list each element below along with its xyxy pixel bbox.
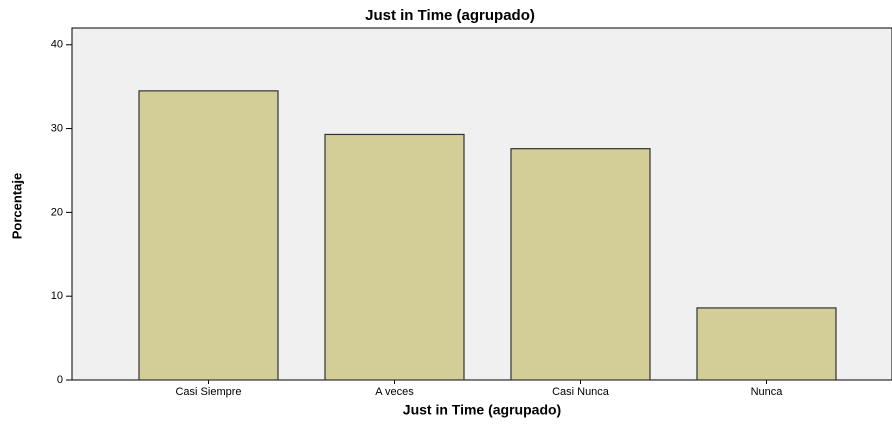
x-tick-label: A veces: [375, 386, 414, 398]
chart-title: Just in Time (agrupado): [365, 7, 535, 24]
x-tick-label: Nunca: [751, 386, 784, 398]
y-axis-label: Porcentaje: [9, 173, 24, 239]
x-axis-label: Just in Time (agrupado): [403, 402, 561, 418]
y-tick-label: 30: [51, 122, 63, 134]
bar: [696, 307, 837, 381]
y-tick-label: 0: [57, 374, 63, 386]
bar: [510, 148, 651, 381]
x-tick-label: Casi Nunca: [552, 386, 610, 398]
bar: [138, 90, 279, 381]
y-tick-label: 20: [51, 206, 63, 218]
x-tick-label: Casi Siempre: [175, 386, 241, 398]
y-tick-label: 40: [51, 39, 63, 51]
y-tick-label: 10: [51, 290, 63, 302]
bar: [324, 133, 465, 381]
